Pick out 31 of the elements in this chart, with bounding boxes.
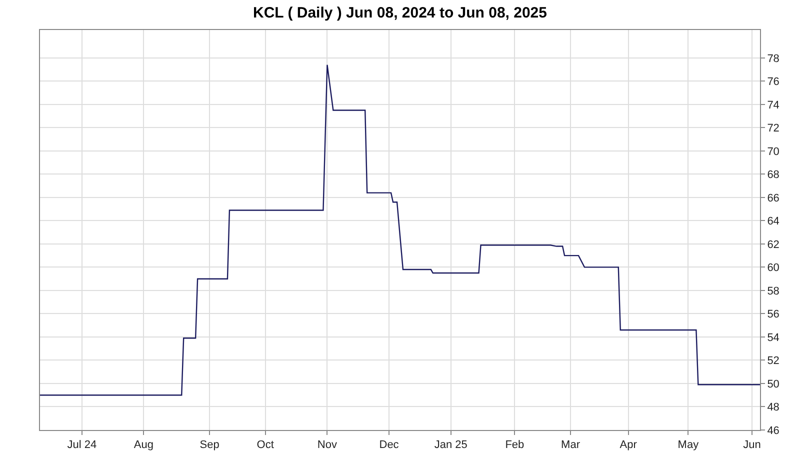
y-tick-label: 74 — [767, 99, 780, 112]
y-tick-label: 52 — [767, 355, 780, 368]
y-tick-label: 68 — [767, 169, 780, 182]
y-tick-label: 66 — [767, 192, 780, 204]
y-tick-label: 50 — [767, 378, 780, 390]
y-tick-label: 48 — [767, 402, 780, 414]
line-series — [40, 64, 760, 396]
x-tick-label: Apr — [620, 439, 638, 452]
x-tick-label: Aug — [134, 439, 154, 452]
y-tick-label: 56 — [767, 308, 780, 321]
x-tick-label: Jul 24 — [67, 439, 97, 452]
x-tick-label: Mar — [561, 439, 580, 452]
y-tick-label: 62 — [767, 238, 780, 251]
x-tick-label: Sep — [200, 439, 220, 452]
x-tick-label: Oct — [256, 439, 274, 452]
y-tick-label: 58 — [767, 285, 780, 298]
y-tick-label: 78 — [767, 52, 780, 65]
x-tick-label: Nov — [317, 439, 338, 452]
x-tick-label: Feb — [505, 439, 524, 452]
x-tick-label: May — [678, 439, 700, 452]
x-tick-label: Dec — [379, 439, 400, 452]
x-tick-label: Jun — [743, 439, 761, 452]
y-tick-label: 76 — [767, 76, 780, 88]
y-tick-label: 60 — [767, 262, 780, 274]
y-tick-label: 72 — [767, 122, 780, 135]
chart-title: KCL ( Daily ) Jun 08, 2024 to Jun 08, 2025 — [252, 4, 548, 22]
x-tick-label: Jan 25 — [434, 439, 468, 452]
y-tick-label: 70 — [767, 146, 780, 158]
y-tick-label: 46 — [767, 424, 780, 437]
y-tick-label: 54 — [767, 332, 780, 344]
y-tick-label: 64 — [767, 216, 780, 228]
